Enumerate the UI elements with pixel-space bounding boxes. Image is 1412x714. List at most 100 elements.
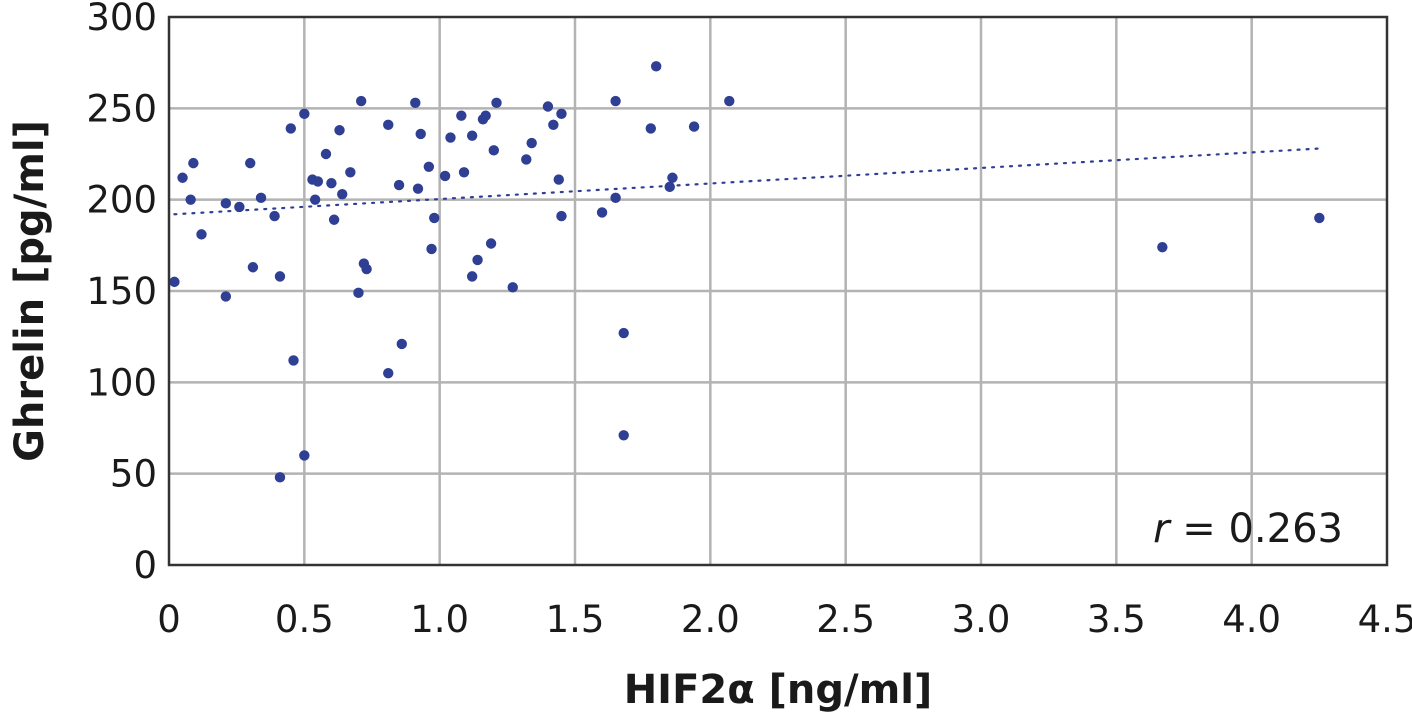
x-tick-label: 1.5	[546, 598, 605, 641]
y-axis-ticks: 0 50 100 150 200 250 300	[86, 0, 157, 587]
grid-lines	[169, 17, 1387, 565]
data-point	[542, 101, 554, 112]
data-point	[169, 276, 180, 288]
data-point	[491, 97, 502, 109]
x-axis-title: HIF2α [ng/ml]	[624, 667, 933, 713]
correlation-symbol: r	[1153, 506, 1172, 552]
x-tick-label: 1.0	[410, 598, 469, 641]
data-point	[220, 198, 232, 209]
data-point	[412, 183, 424, 194]
data-point	[556, 210, 567, 222]
data-point	[507, 282, 518, 293]
y-tick-label: 100	[86, 361, 157, 404]
data-point	[445, 132, 456, 143]
x-tick-label: 0.5	[275, 598, 334, 641]
data-point	[458, 167, 470, 178]
data-point	[234, 201, 245, 213]
data-point	[724, 95, 735, 107]
y-tick-label: 150	[86, 270, 157, 313]
data-point	[345, 167, 356, 178]
data-point	[337, 188, 348, 200]
data-point	[285, 123, 296, 134]
data-point	[488, 145, 499, 156]
data-point	[667, 172, 678, 183]
x-tick-label: 3.0	[952, 598, 1011, 641]
plot-frame	[167, 15, 1389, 567]
data-point	[185, 194, 196, 205]
data-point	[396, 338, 407, 350]
trendline-group	[173, 147, 1321, 216]
data-point	[299, 450, 310, 461]
x-tick-label: 4.0	[1222, 598, 1281, 641]
y-axis-title: Ghrelin [pg/ml]	[7, 120, 53, 462]
data-point	[410, 97, 421, 109]
x-tick-label: 3.5	[1087, 598, 1146, 641]
data-point	[526, 137, 537, 149]
data-point	[355, 95, 367, 107]
correlation-value: = 0.263	[1170, 506, 1343, 552]
data-point	[309, 194, 321, 205]
data-point	[361, 263, 372, 275]
data-point	[429, 212, 440, 224]
data-point	[334, 125, 345, 136]
data-point	[610, 192, 621, 204]
data-point	[177, 172, 188, 183]
data-point	[245, 157, 256, 169]
data-point	[439, 170, 451, 182]
data-point	[383, 119, 394, 130]
data-point	[274, 472, 286, 483]
data-point	[466, 130, 478, 141]
data-point	[426, 243, 437, 255]
y-tick-label: 0	[133, 544, 157, 587]
x-tick-label: 2.5	[816, 598, 875, 641]
data-point	[320, 148, 332, 160]
trendline	[173, 147, 1321, 216]
data-point	[247, 262, 259, 273]
data-point	[353, 287, 364, 299]
data-point	[521, 154, 532, 165]
data-point	[312, 176, 324, 187]
data-point	[196, 229, 207, 240]
x-axis-ticks: 0 0.5 1.0 1.5 2.0 2.5 3.0 3.5 4.0 4.5	[157, 598, 1412, 641]
x-tick-label: 4.5	[1358, 598, 1412, 641]
data-point	[415, 128, 426, 140]
data-point	[472, 254, 483, 266]
y-tick-label: 300	[86, 0, 157, 39]
data-point	[610, 95, 621, 107]
data-point	[299, 108, 310, 120]
data-point	[1157, 241, 1168, 253]
data-point	[548, 119, 559, 130]
data-point	[480, 110, 491, 121]
data-point	[188, 157, 199, 169]
data-point	[274, 271, 286, 282]
data-point	[556, 108, 567, 120]
data-point	[688, 121, 700, 132]
data-points	[169, 61, 1325, 483]
data-point	[456, 110, 467, 121]
data-point	[651, 61, 662, 72]
data-point	[485, 238, 497, 249]
data-point	[328, 214, 340, 225]
data-point	[1314, 212, 1325, 224]
x-tick-label: 0	[157, 598, 181, 641]
data-point	[596, 207, 608, 218]
data-point	[645, 123, 656, 134]
data-point	[288, 355, 299, 366]
data-point	[383, 368, 394, 379]
correlation-annotation: r = 0.263	[1153, 506, 1343, 552]
data-point	[393, 179, 405, 191]
data-point	[553, 174, 564, 185]
data-point	[618, 430, 629, 441]
x-tick-label: 2.0	[681, 598, 740, 641]
y-tick-label: 50	[110, 453, 157, 496]
data-point	[255, 192, 267, 204]
data-point	[664, 181, 675, 193]
data-point	[220, 291, 232, 302]
y-tick-label: 250	[86, 87, 157, 130]
data-point	[618, 327, 629, 339]
y-tick-label: 200	[86, 179, 157, 222]
data-point	[423, 161, 435, 172]
data-point	[269, 210, 280, 222]
data-point	[466, 271, 478, 282]
